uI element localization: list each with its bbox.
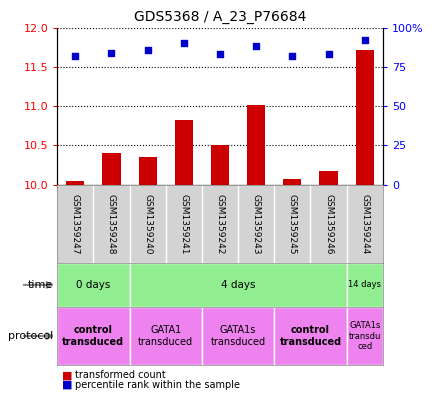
- Text: 4 days: 4 days: [221, 280, 255, 290]
- Bar: [57, 307, 129, 365]
- Text: ■: ■: [62, 370, 72, 380]
- Bar: [347, 263, 383, 307]
- Bar: [319, 171, 337, 185]
- Text: GSM1359242: GSM1359242: [216, 194, 224, 254]
- Point: [289, 53, 296, 59]
- Text: GSM1359245: GSM1359245: [288, 194, 297, 254]
- Point: [216, 51, 224, 57]
- Point: [108, 50, 115, 56]
- Bar: [129, 263, 347, 307]
- Text: GATA1s
transduced: GATA1s transduced: [210, 325, 266, 347]
- Bar: [347, 307, 383, 365]
- Text: percentile rank within the sample: percentile rank within the sample: [75, 380, 240, 390]
- Bar: [129, 307, 202, 365]
- Point: [72, 53, 79, 59]
- Bar: [175, 120, 193, 185]
- Text: GSM1359244: GSM1359244: [360, 194, 369, 254]
- Text: time: time: [28, 280, 53, 290]
- Point: [180, 40, 187, 46]
- Text: protocol: protocol: [7, 331, 53, 341]
- Text: GSM1359241: GSM1359241: [180, 194, 188, 254]
- Bar: [247, 105, 265, 185]
- Bar: [211, 145, 229, 185]
- Bar: [103, 153, 121, 185]
- Text: 0 days: 0 days: [76, 280, 110, 290]
- Text: control
transduced: control transduced: [279, 325, 341, 347]
- Point: [253, 43, 260, 50]
- Text: ■: ■: [62, 380, 72, 390]
- Bar: [202, 307, 274, 365]
- Text: GSM1359243: GSM1359243: [252, 194, 260, 254]
- Text: 14 days: 14 days: [348, 281, 381, 289]
- Text: transformed count: transformed count: [75, 370, 165, 380]
- Bar: [274, 307, 347, 365]
- Text: GATA1s
transdu
ced: GATA1s transdu ced: [348, 321, 381, 351]
- Bar: [356, 50, 374, 185]
- Title: GDS5368 / A_23_P76684: GDS5368 / A_23_P76684: [134, 10, 306, 24]
- Text: GSM1359248: GSM1359248: [107, 194, 116, 254]
- Text: GSM1359240: GSM1359240: [143, 194, 152, 254]
- Point: [144, 46, 151, 53]
- Bar: [57, 263, 129, 307]
- Text: GATA1
transduced: GATA1 transduced: [138, 325, 193, 347]
- Bar: [66, 181, 84, 185]
- Text: GSM1359246: GSM1359246: [324, 194, 333, 254]
- Bar: [283, 179, 301, 185]
- Bar: [139, 157, 157, 185]
- Point: [325, 51, 332, 57]
- Point: [361, 37, 368, 43]
- Text: GSM1359247: GSM1359247: [71, 194, 80, 254]
- Text: control
transduced: control transduced: [62, 325, 125, 347]
